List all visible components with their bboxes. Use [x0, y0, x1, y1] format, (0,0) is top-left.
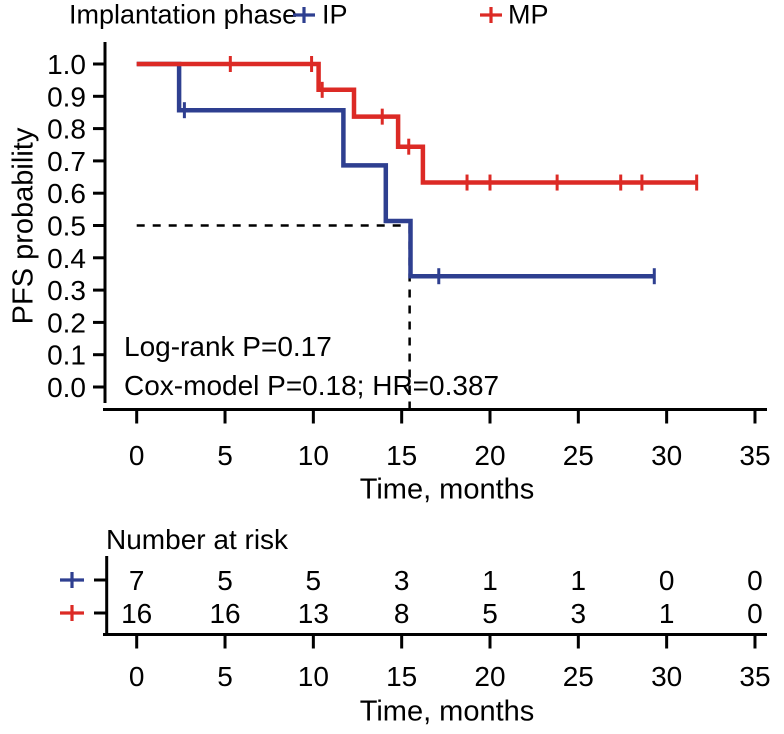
risk-count: 0	[747, 598, 763, 629]
survival-curve-mp	[136, 56, 699, 191]
legend-label-mp: MP	[508, 0, 549, 30]
risk-x-tick-label: 0	[129, 661, 145, 692]
risk-count: 16	[209, 598, 240, 629]
risk-x-tick-label: 20	[474, 661, 505, 692]
risk-count: 0	[659, 565, 675, 596]
risk-x-tick-label: 25	[563, 661, 594, 692]
x-tick-label: 35	[739, 440, 770, 471]
y-axis-title: PFS probability	[7, 127, 40, 325]
y-tick-label: 0.6	[47, 178, 86, 209]
risk-count: 5	[482, 598, 498, 629]
risk-x-tick-label: 10	[298, 661, 329, 692]
risk-count: 3	[394, 565, 410, 596]
x-tick-label: 10	[298, 440, 329, 471]
risk-count: 5	[306, 565, 322, 596]
y-tick-label: 0.0	[47, 372, 86, 403]
cox-annotation: Cox-model P=0.18; HR=0.387	[124, 370, 500, 401]
censor-plus-icon	[293, 7, 315, 23]
x-tick-label: 30	[651, 440, 682, 471]
logrank-annotation: Log-rank P=0.17	[124, 331, 332, 362]
risk-count: 8	[394, 598, 410, 629]
y-tick-label: 0.7	[47, 146, 86, 177]
x-axis-title: Time, months	[359, 473, 535, 506]
risk-x-tick-label: 5	[217, 661, 233, 692]
x-tick-label: 0	[129, 440, 145, 471]
risk-count: 1	[482, 565, 498, 596]
median-guides	[136, 224, 411, 408]
risk-x-tick-label: 15	[386, 661, 417, 692]
risk-table-x-axis-title: Time, months	[359, 695, 535, 728]
x-tick-label: 5	[217, 440, 233, 471]
risk-count: 5	[217, 565, 233, 596]
risk-table: 7 5 5 3 1 1 0 016 16 13 8 5 3 1 00 5 10 15 20 25 30 35	[60, 556, 771, 692]
y-tick-label: 0.8	[47, 114, 86, 145]
risk-count: 3	[571, 598, 587, 629]
y-tick-label: 1.0	[47, 49, 86, 80]
risk-count: 0	[747, 565, 763, 596]
x-axis: 0 5 10 15 20 25 30 35	[103, 408, 771, 471]
survival-curve-ip	[136, 61, 656, 285]
curve-path	[136, 61, 655, 279]
x-tick-label: 20	[474, 440, 505, 471]
x-tick-label: 25	[563, 440, 594, 471]
y-tick-label: 0.1	[47, 340, 86, 371]
y-tick-label: 0.4	[47, 243, 86, 274]
risk-count: 1	[659, 598, 675, 629]
y-tick-label: 0.2	[47, 307, 86, 338]
legend-label-ip: IP	[322, 0, 348, 30]
risk-count: 13	[298, 598, 329, 629]
y-tick-label: 0.5	[47, 211, 86, 242]
risk-count: 7	[129, 565, 145, 596]
x-tick-label: 15	[386, 440, 417, 471]
risk-table-title: Number at risk	[106, 524, 289, 555]
y-tick-label: 0.3	[47, 275, 86, 306]
risk-x-tick-label: 35	[739, 661, 770, 692]
risk-x-tick-label: 30	[651, 661, 682, 692]
y-tick-label: 0.9	[47, 81, 86, 112]
legend-title: Implantation phase	[69, 0, 298, 30]
censor-plus-icon	[480, 7, 502, 23]
risk-count: 1	[571, 565, 587, 596]
y-axis: 0.00.10.20.30.40.50.60.70.80.91.0	[47, 42, 107, 403]
risk-count: 16	[121, 598, 152, 629]
curve-path	[136, 61, 697, 185]
